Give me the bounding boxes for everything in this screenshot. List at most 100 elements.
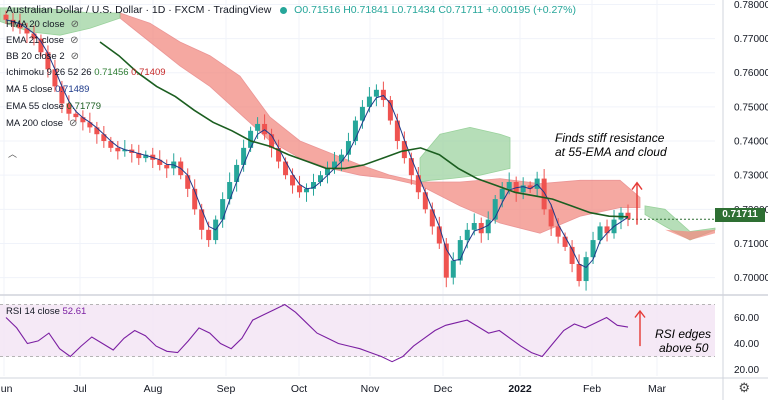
candle (569, 240, 575, 273)
rsi-legend-value: 52.61 (62, 306, 87, 317)
candle-body (520, 185, 526, 193)
price-tick-label: 0.74000 (734, 137, 768, 148)
candle-body (485, 219, 491, 234)
hidden-eye-icon[interactable]: ⊘ (70, 19, 80, 30)
candle (304, 183, 310, 202)
legend-value: 0.71489 (52, 84, 90, 95)
rsi-tick-label: 20.00 (734, 365, 759, 376)
candle (625, 204, 631, 227)
candle-body (164, 164, 170, 169)
candle-body (255, 123, 261, 131)
candle (52, 59, 58, 92)
legend-value: 0.71779 (64, 101, 102, 112)
candle (359, 100, 365, 129)
high-value: H0.71841 (343, 4, 389, 16)
candle-body (115, 147, 121, 152)
candle-body (185, 175, 191, 189)
time-tick-label: 2022 (508, 383, 532, 395)
price-tick-label: 0.71000 (734, 239, 768, 250)
candle (604, 219, 610, 242)
candle-body (3, 14, 9, 20)
candle (583, 251, 589, 291)
candle (429, 202, 435, 235)
candle-body (401, 141, 407, 159)
legend-value: 0.71456 (91, 67, 129, 78)
candle (108, 136, 114, 152)
candle-body (597, 226, 603, 241)
ema55-line (99, 41, 629, 218)
change-value: +0.00195 (+0.27%) (486, 4, 576, 16)
candle (101, 126, 107, 148)
candle (192, 179, 198, 215)
candle (122, 140, 128, 157)
candle (94, 121, 100, 144)
open-value: O0.71516 (294, 4, 341, 16)
candle (324, 161, 330, 184)
candle (297, 175, 303, 198)
candle-body (380, 89, 386, 101)
ohlc-readout: O0.71516 H0.71841 L0.71434 C0.71711 +0.0… (294, 4, 576, 16)
candle (136, 144, 142, 165)
legend-label: HMA 20 close (6, 19, 65, 30)
candle (436, 216, 442, 249)
candle-body (199, 209, 205, 230)
candle-body (206, 229, 212, 241)
symbol-title[interactable]: Australian Dollar / U.S. Dollar · 1D · F… (6, 4, 272, 16)
candle-body (143, 154, 149, 159)
candle (129, 144, 135, 163)
candle-body (492, 199, 498, 220)
legend-label: EMA 55 close (6, 101, 65, 112)
candle (555, 218, 561, 244)
collapse-legend-icon[interactable]: ︿ (8, 149, 18, 159)
legend-item[interactable]: BB 20 close 2 ⊘ (6, 50, 79, 63)
price-tick-label: 0.78000 (734, 0, 768, 11)
candle (164, 159, 170, 178)
candle-body (157, 159, 163, 165)
price-tick-label: 0.76000 (734, 68, 768, 79)
legend-label: EMA 21 close (6, 35, 65, 46)
rsi-annotation-line-1: RSI edges (655, 327, 712, 341)
bullish-cloud (419, 126, 511, 183)
candle-body (436, 226, 442, 244)
candle-body (338, 154, 344, 162)
candle-body (297, 185, 303, 193)
legend-item[interactable]: HMA 20 close ⊘ (6, 18, 79, 31)
candle-body (541, 178, 547, 210)
legend-item[interactable]: EMA 55 close 0.71779 (6, 100, 101, 113)
candle-body (80, 117, 86, 123)
candle-body (366, 96, 372, 107)
candle-body (283, 161, 289, 176)
legend-item[interactable]: EMA 21 close ⊘ (6, 34, 78, 47)
candle-body (604, 226, 610, 234)
hidden-eye-icon[interactable]: ⊘ (69, 118, 78, 129)
chart-title-row: Australian Dollar / U.S. Dollar · 1D · F… (6, 3, 576, 17)
candle-body (506, 182, 512, 189)
legend-item[interactable]: Ichimoku 9 26 52 26 0.71456 0.71409 (6, 66, 166, 79)
legend-item[interactable]: MA 200 close ⊘ (6, 117, 77, 130)
candle-body (290, 175, 296, 186)
candle (311, 173, 317, 196)
legend-item[interactable]: MA 5 close 0.71489 (6, 83, 89, 96)
price-annotation: Finds stiff resistance at 55-EMA and clo… (555, 131, 667, 159)
candle-body (31, 33, 37, 39)
candle-body (422, 192, 428, 210)
rsi-pane (0, 303, 715, 363)
hidden-eye-icon[interactable]: ⊘ (70, 51, 80, 62)
candle-body (227, 182, 233, 200)
time-tick-label: Oct (291, 383, 307, 395)
candle (115, 141, 121, 160)
candle-body (499, 188, 505, 200)
candle-body (548, 209, 554, 227)
candle (471, 213, 477, 236)
candle (618, 207, 624, 230)
rsi-legend[interactable]: RSI 14 close 52.61 (6, 305, 86, 318)
legend-value-2: 0.71409 (128, 67, 166, 78)
settings-gear-icon[interactable]: ⚙ (738, 380, 750, 395)
time-tick-label: Mar (648, 383, 667, 395)
rsi-arrowhead (634, 309, 646, 318)
candle (478, 217, 484, 243)
candle-body (443, 243, 449, 278)
legend-label: MA 5 close (6, 84, 53, 95)
hidden-eye-icon[interactable]: ⊘ (70, 35, 79, 46)
